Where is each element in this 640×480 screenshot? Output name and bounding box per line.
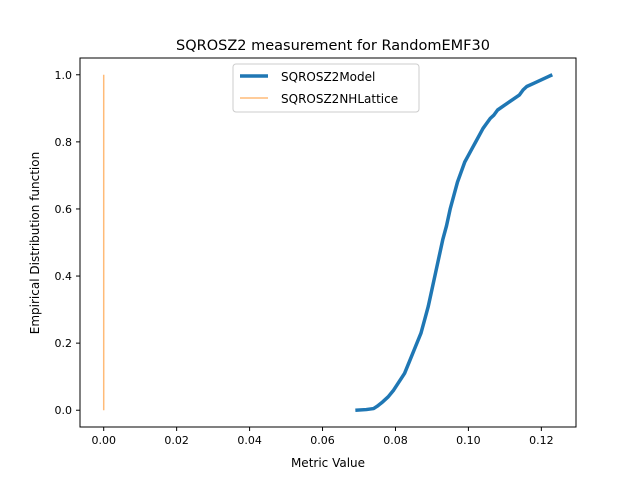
x-tick-label: 0.12 — [529, 434, 554, 447]
y-tick-label: 0.0 — [55, 404, 73, 417]
legend: SQROSZ2Model SQROSZ2NHLattice — [232, 63, 420, 113]
x-axis-ticks: 0.00 0.02 0.04 0.06 0.08 0.10 0.12 — [91, 427, 554, 447]
y-tick-label: 0.2 — [55, 337, 73, 350]
plot-series — [102, 73, 554, 412]
y-tick-label: 0.4 — [55, 270, 73, 283]
plot-frame — [79, 57, 577, 428]
x-tick-label: 0.00 — [91, 434, 116, 447]
x-axis-label: Metric Value — [291, 456, 365, 470]
x-tick-label: 0.04 — [237, 434, 262, 447]
y-tick-label: 0.6 — [55, 203, 73, 216]
legend-box — [232, 63, 420, 113]
x-tick-label: 0.06 — [310, 434, 335, 447]
x-tick-label: 0.10 — [456, 434, 481, 447]
x-tick-label: 0.08 — [383, 434, 408, 447]
y-axis-label: Empirical Distribution function — [28, 152, 42, 334]
chart-title: SQROSZ2 measurement for RandomEMF30 — [176, 38, 490, 54]
series-line-sqrosz2model — [355, 73, 554, 412]
y-axis-ticks: 0.0 0.2 0.4 0.6 0.8 1.0 — [55, 69, 80, 417]
legend-label-sqrosz2model: SQROSZ2Model — [281, 70, 375, 84]
y-tick-label: 0.8 — [55, 136, 73, 149]
y-tick-label: 1.0 — [55, 69, 73, 82]
x-tick-label: 0.02 — [164, 434, 189, 447]
legend-label-sqrosz2nhlattice: SQROSZ2NHLattice — [281, 92, 398, 106]
